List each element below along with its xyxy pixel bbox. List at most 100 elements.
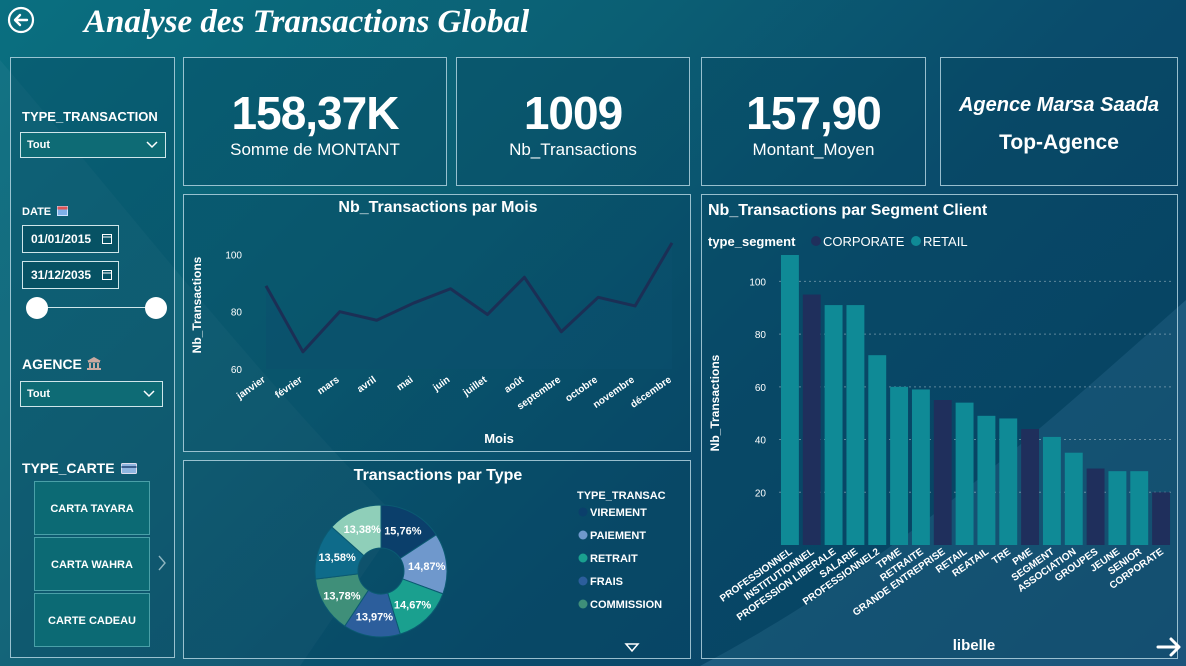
y-tick-label: 100 [749,277,766,288]
start-date-input[interactable]: 01/01/2015 [22,225,119,253]
x-tick-label: août [502,374,526,396]
area-fill [266,242,672,369]
agence-filter-label: AGENCE [22,356,102,372]
legend-marker [811,236,821,246]
page-title: Analyse des Transactions Global [84,4,530,40]
calendar-icon [102,270,112,280]
legend-item: PAIEMENT [590,530,646,542]
bar [780,255,799,545]
slice-label: 13,38% [344,524,382,536]
kpi-label: Montant_Moyen [752,140,875,159]
chevron-down-icon [146,141,158,149]
card-option-carta-wahra[interactable]: CARTA WAHRA [34,537,150,591]
bar [1042,436,1061,545]
slice-label: 15,76% [384,526,422,538]
filter-panel: TYPE_TRANSACTION Tout DATE 01/01/2015 31… [10,57,175,658]
legend-marker [578,553,588,563]
x-tick-label: février [273,374,304,401]
kpi-value: 1009 [523,87,623,139]
legend-marker [911,236,921,246]
date-label-text: DATE [22,206,52,218]
x-tick-label: mars [316,374,342,397]
top-agence-label: Top-Agence [999,131,1119,154]
bar [933,400,952,545]
bar [890,386,909,545]
y-tick-label: 20 [755,488,767,499]
type-carte-label-text: TYPE_CARTE [22,460,115,476]
y-tick-label: 40 [755,436,767,447]
top-agence-name: Agence Marsa Saada [958,94,1160,116]
agence-value: Tout [27,388,51,400]
credit-card-icon [121,463,138,474]
bar [1108,471,1127,545]
x-tick-label: mai [395,374,416,393]
segment-client-chart: Nb_Transactions par Segment Client type_… [701,194,1178,659]
legend-title: type_segment [708,234,796,249]
bar [1064,452,1083,545]
type-transaction-label: TYPE_TRANSACTION [22,109,158,124]
top-agence-card: Agence Marsa Saada Top-Agence [940,57,1178,186]
x-tick-label: TRE [990,546,1013,567]
date-slider-track [37,307,157,308]
end-date-value: 31/12/2035 [31,268,92,282]
y-axis-title: Nb_Transactions [708,354,722,451]
legend-marker [578,530,588,540]
bar [999,418,1018,545]
x-tick-label: juin [431,374,453,394]
kpi-label: Nb_Transactions [509,140,637,159]
legend-item: CORPORATE [823,234,905,249]
kpi-value: 158,37K [231,87,400,139]
chevron-right-icon[interactable] [157,554,167,572]
end-date-input[interactable]: 31/12/2035 [22,261,119,289]
slice-label: 14,87% [408,561,446,573]
donut-chart-svg: 15,76% 14,87% 14,67%13,97% 13,78% 13,58% 13,3… [314,490,666,653]
legend-title: TYPE_TRANSAC [577,490,666,502]
legend-item: FRAIS [590,576,623,588]
legend-item: RETAIL [923,234,968,249]
kpi-card-nb-transactions: 1009 Nb_Transactions [456,57,690,186]
bar [824,305,843,545]
type-carte-filter-label: TYPE_CARTE [22,460,138,476]
chart-title: Nb_Transactions par Segment Client [708,202,988,219]
x-tick-label: janvier [234,374,268,402]
bar [911,389,930,545]
x-axis-title: Mois [484,431,514,446]
bar [846,305,865,545]
start-date-value: 01/01/2015 [31,232,92,246]
slice-label: 13,78% [323,590,361,602]
bar [802,294,821,545]
date-slider-end-handle[interactable] [145,297,167,319]
bank-icon [86,357,101,370]
card-option-carta-tayara[interactable]: CARTA TAYARA [34,481,150,535]
kpi-card-montant: 158,37K Somme de MONTANT [183,57,447,186]
bar [977,415,996,545]
x-tick-label: avril [355,374,378,395]
scroll-down-icon [624,643,640,653]
kpi-value: 157,90 [746,87,882,139]
card-option-carte-cadeau[interactable]: CARTE CADEAU [34,593,150,647]
agence-dropdown[interactable]: Tout [20,381,163,407]
monthly-transactions-chart: Nb_Transactions par Mois 60 80 100 janvier f… [183,194,691,452]
calendar-icon [57,206,69,216]
chart-title: Transactions par Type [353,467,523,484]
slice-label: 14,67% [394,599,432,611]
agence-label-text: AGENCE [22,356,82,372]
legend-item: COMMISSION [590,599,662,611]
y-tick-label: 60 [231,365,243,376]
y-tick-label: 80 [755,330,767,341]
x-axis-title: libelle [953,637,996,654]
back-arrow-icon[interactable] [7,6,35,34]
forward-arrow-icon[interactable] [1155,634,1183,660]
bar [1086,468,1105,545]
bar [1130,471,1149,545]
type-transaction-dropdown[interactable]: Tout [20,132,166,158]
slice-label: 13,58% [318,552,356,564]
donut-slice [331,504,382,557]
legend-item: RETRAIT [590,553,638,565]
slice-label: 13,97% [356,612,394,624]
bar-chart-svg: type_segment CORPORATE RETAIL20406080100PR… [708,234,1172,654]
series-line [264,242,674,354]
legend-marker [578,576,588,586]
x-tick-label: juillet [461,374,490,399]
date-slider-start-handle[interactable] [26,297,48,319]
